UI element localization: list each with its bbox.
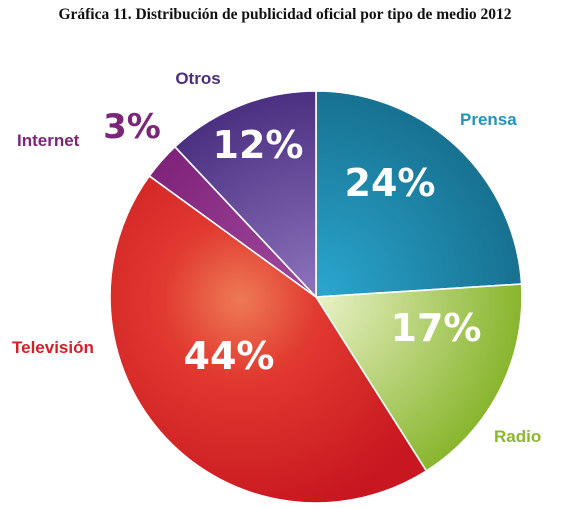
pct-label-radio: 17% xyxy=(391,306,482,350)
slice-radio xyxy=(315,283,523,472)
slice-otros xyxy=(174,90,317,298)
slice-television xyxy=(109,175,428,504)
pct-label-otros: 12% xyxy=(213,123,304,167)
category-label-internet: Internet xyxy=(17,131,80,150)
category-label-television: Televisión xyxy=(12,338,94,357)
chart-title: Gráfica 11. Distribución de publicidad o… xyxy=(58,6,512,23)
category-label-prensa: Prensa xyxy=(460,110,517,129)
slice-prensa xyxy=(315,90,523,298)
pct-label-television: 44% xyxy=(184,334,275,378)
category-label-radio: Radio xyxy=(494,427,541,446)
pct-label-internet: 3% xyxy=(103,107,161,147)
pct-label-prensa: 24% xyxy=(345,161,436,205)
category-label-otros: Otros xyxy=(175,69,220,88)
